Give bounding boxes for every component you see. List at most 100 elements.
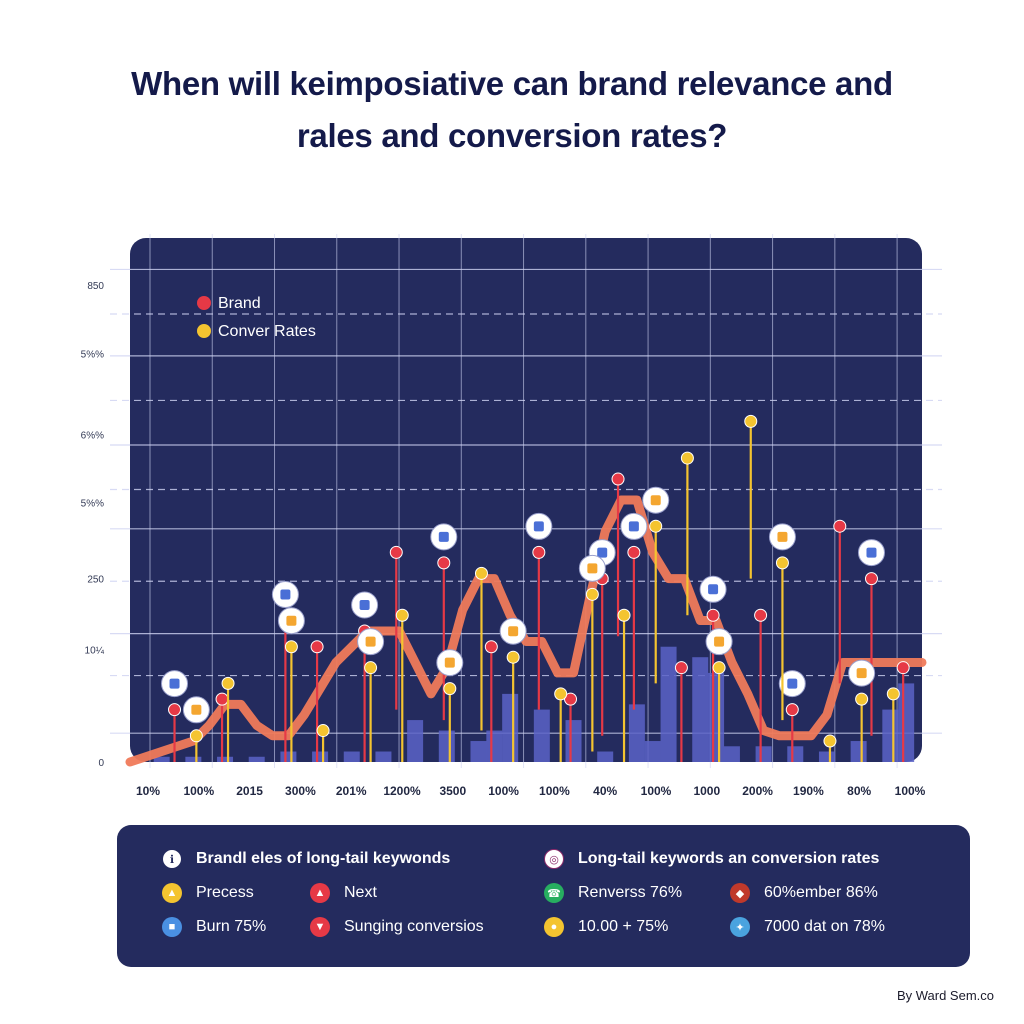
badge-icon bbox=[866, 547, 877, 558]
y-tick-label: 5%% bbox=[81, 349, 104, 360]
x-tick-label: 1000 bbox=[693, 784, 720, 798]
x-tick-label: 1200% bbox=[383, 784, 421, 798]
badge-icon bbox=[628, 521, 639, 532]
badge-icon bbox=[650, 495, 661, 506]
x-tick-label: 100% bbox=[183, 784, 214, 798]
volume-bar bbox=[565, 720, 582, 762]
conversion-point bbox=[712, 661, 726, 675]
conversion-point bbox=[585, 587, 599, 601]
x-tick-label: 200% bbox=[742, 784, 773, 798]
legend-item: ☎ Renverss 76% bbox=[544, 883, 682, 903]
process-icon: ▲ bbox=[162, 883, 182, 903]
brand-point bbox=[484, 640, 498, 654]
volume-bar bbox=[708, 672, 725, 762]
volume-bar bbox=[628, 704, 645, 762]
y-tick-label: 0 bbox=[98, 758, 104, 769]
globe-icon: ✦ bbox=[730, 917, 750, 937]
x-tick-label: 300% bbox=[285, 784, 316, 798]
conversion-point bbox=[680, 451, 694, 465]
conversion-point bbox=[364, 661, 378, 675]
conversion-point bbox=[855, 692, 869, 706]
footer-credit: By Ward Sem.co bbox=[896, 988, 994, 1003]
volume-bar bbox=[407, 720, 424, 762]
x-tick-label: 3500 bbox=[439, 784, 466, 798]
volume-bar bbox=[343, 751, 360, 762]
conversion-point bbox=[221, 676, 235, 690]
x-tick-label: 40% bbox=[593, 784, 617, 798]
y-tick-label: 10¼ bbox=[85, 644, 105, 656]
brand-point bbox=[215, 692, 229, 706]
x-tick-label: 10% bbox=[136, 784, 160, 798]
badge-icon bbox=[280, 589, 291, 600]
chart: 0 10¼ 250 5%% 6%% 5%% 850 10% 100% 2015 300% 201% 12… bbox=[81, 234, 942, 798]
info-icon: ℹ bbox=[162, 849, 182, 869]
volume-bar bbox=[438, 730, 455, 762]
legend-right-header: ◎ Long-tail keywords an conversion rates bbox=[544, 849, 879, 869]
legend-item-label: Renverss 76% bbox=[578, 884, 683, 901]
badge-icon bbox=[777, 531, 788, 542]
volume-bar bbox=[818, 751, 835, 762]
badge-icon bbox=[508, 626, 519, 637]
legend-item: ▼ Sunging conversios bbox=[310, 917, 484, 937]
x-tick-label: 100% bbox=[641, 784, 672, 798]
card-icon: ■ bbox=[162, 917, 182, 937]
tag-icon: ◆ bbox=[730, 883, 750, 903]
conversion-point bbox=[284, 640, 298, 654]
badge-icon bbox=[286, 615, 297, 626]
conversion-point bbox=[617, 608, 631, 622]
badge-icon bbox=[533, 521, 544, 532]
legend-conversion-label: Conver Rates bbox=[218, 323, 316, 340]
badge-icon bbox=[714, 636, 725, 647]
brand-point bbox=[674, 661, 688, 675]
legend-left-header: ℹ Brandl eles of long-tail keywonds bbox=[162, 849, 450, 869]
legend-item: ▲ Precess bbox=[162, 883, 254, 903]
conversion-point bbox=[554, 687, 568, 701]
brand-point bbox=[785, 703, 799, 717]
conversion-point bbox=[443, 682, 457, 696]
volume-bar bbox=[533, 709, 550, 762]
badge-icon bbox=[191, 704, 202, 715]
volume-bar bbox=[375, 751, 392, 762]
legend-item-label: 10.00 + 75% bbox=[578, 918, 669, 935]
legend-conversion-dot bbox=[197, 324, 211, 338]
conversion-point bbox=[775, 556, 789, 570]
x-tick-label: 201% bbox=[336, 784, 367, 798]
legend-brand-dot bbox=[197, 296, 211, 310]
legend-left-header-text: Brandl eles of long-tail keywonds bbox=[196, 850, 451, 867]
brand-point bbox=[310, 640, 324, 654]
conversion-point bbox=[823, 734, 837, 748]
y-tick-label: 250 bbox=[87, 575, 104, 586]
volume-bar bbox=[312, 751, 329, 762]
x-tick-label: 2015 bbox=[236, 784, 263, 798]
y-tick-label: 6%% bbox=[81, 431, 104, 442]
badge-icon bbox=[787, 678, 798, 689]
x-tick-label: 100% bbox=[488, 784, 519, 798]
legend-item: ✦ 7000 dat on 78% bbox=[730, 917, 885, 937]
x-tick-label: 100% bbox=[539, 784, 570, 798]
legend-right-header-text: Long-tail keywords an conversion rates bbox=[578, 850, 880, 867]
volume-bar bbox=[660, 646, 677, 762]
y-tick-label: 850 bbox=[87, 281, 104, 292]
badge-icon bbox=[856, 668, 867, 679]
conversion-point bbox=[316, 724, 330, 738]
x-tick-label: 190% bbox=[793, 784, 824, 798]
arrow-down-icon: ▼ bbox=[310, 917, 330, 937]
badge-icon bbox=[444, 657, 455, 668]
target-icon: ◎ bbox=[544, 849, 564, 869]
volume-bar bbox=[597, 751, 614, 762]
legend-brand-label: Brand bbox=[218, 295, 261, 312]
legend-item-label: Burn 75% bbox=[196, 918, 267, 935]
volume-bar bbox=[217, 756, 234, 762]
brand-point bbox=[437, 556, 451, 570]
legend-item-label: Next bbox=[344, 884, 377, 901]
volume-bar bbox=[850, 741, 867, 762]
volume-bar bbox=[185, 756, 202, 762]
y-tick-label: 5%% bbox=[81, 499, 104, 510]
legend-item-label: Precess bbox=[196, 884, 254, 901]
brand-point bbox=[627, 545, 641, 559]
legend-panel: ℹ Brandl eles of long-tail keywonds ◎ Lo… bbox=[117, 825, 970, 967]
phone-icon: ☎ bbox=[544, 883, 564, 903]
legend-item: ◆ 60%ember 86% bbox=[730, 883, 878, 903]
volume-bar bbox=[787, 746, 804, 762]
brand-point bbox=[706, 608, 720, 622]
